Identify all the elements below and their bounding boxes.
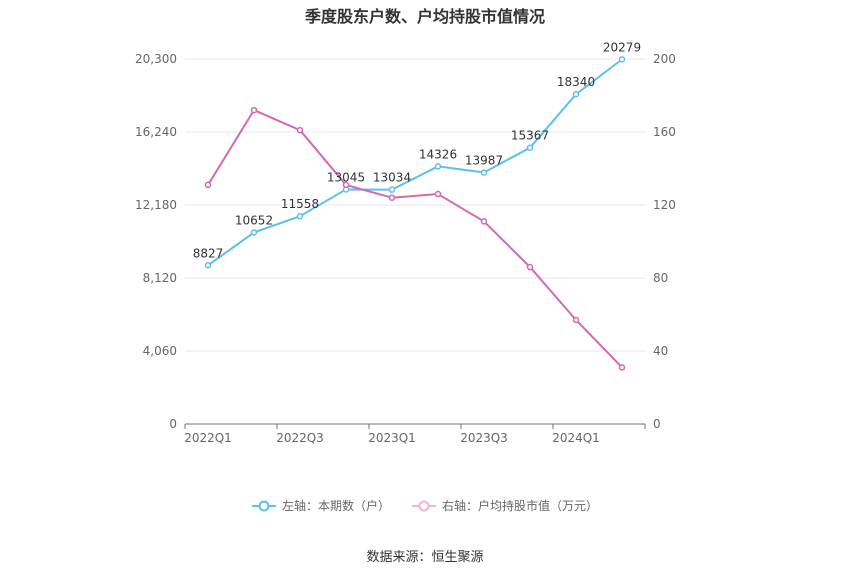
data-point-right[interactable] <box>342 181 350 189</box>
y-left-tick-label: 20,300 <box>135 52 177 66</box>
data-point-right[interactable] <box>526 263 534 271</box>
y-right-tick-label: 80 <box>653 271 668 285</box>
data-point-right[interactable] <box>572 316 580 324</box>
legend-label-left-series: 左轴：本期数（户） <box>281 499 390 513</box>
data-point-right[interactable] <box>434 190 442 198</box>
y-right-tick-label: 0 <box>653 417 661 431</box>
axes: 0 0 4,060 40 8,120 80 12,180 120 16,240 160 20,300… <box>135 52 676 445</box>
data-label: 11558 <box>281 197 319 211</box>
legend: 左轴：本期数（户） 右轴：户均持股市值（万元） <box>0 497 850 514</box>
x-tick-label: 2022Q3 <box>276 431 324 445</box>
data-labels: 8827 10652 11558 13045 13034 14326 13987 15367 1… <box>193 40 641 260</box>
y-right-tick-label: 40 <box>653 344 668 358</box>
y-left-tick-label: 8,120 <box>143 271 177 285</box>
legend-label-right-series: 右轴：户均持股市值（万元） <box>442 499 599 513</box>
data-point-right[interactable] <box>204 181 212 189</box>
data-label: 15367 <box>511 129 549 143</box>
data-point-right[interactable] <box>388 194 396 201</box>
y-left-tick-label: 0 <box>169 417 177 431</box>
data-point-left[interactable] <box>204 262 212 269</box>
data-label: 13987 <box>465 154 503 168</box>
data-point-left[interactable] <box>618 56 626 63</box>
series-line-left <box>207 58 623 267</box>
y-right-tick-label: 120 <box>653 198 676 212</box>
series-line-right <box>207 109 623 369</box>
x-tick-label: 2022Q1 <box>184 431 232 445</box>
y-left-tick-label: 16,240 <box>135 125 177 139</box>
legend-swatch-icon <box>412 500 436 511</box>
data-point-right[interactable] <box>296 126 304 134</box>
grid-lines <box>185 58 645 352</box>
chart-title: 季度股东户数、户均持股市值情况 <box>304 7 545 26</box>
data-label: 10652 <box>235 213 273 227</box>
source-note: 数据来源：恒生聚源 <box>366 550 484 565</box>
data-point-left[interactable] <box>388 186 396 193</box>
data-point-left[interactable] <box>296 212 304 220</box>
legend-item-left-series[interactable]: 左轴：本期数（户） <box>251 497 390 514</box>
y-right-tick-label: 200 <box>653 52 676 66</box>
legend-swatch-icon <box>251 500 276 511</box>
data-point-right[interactable] <box>480 218 488 225</box>
data-point-right[interactable] <box>250 106 258 114</box>
data-label: 20279 <box>603 40 641 54</box>
legend-item-right-series[interactable]: 右轴：户均持股市值（万元） <box>412 497 598 514</box>
data-point-left[interactable] <box>572 90 580 98</box>
data-label: 13045 <box>327 170 365 184</box>
y-left-tick-label: 4,060 <box>143 344 177 358</box>
data-label: 14326 <box>419 147 457 161</box>
x-tick-label: 2023Q1 <box>368 431 416 445</box>
data-label: 8827 <box>193 246 224 260</box>
x-tick-label: 2024Q1 <box>552 431 600 445</box>
data-point-left[interactable] <box>480 169 488 176</box>
data-point-left[interactable] <box>526 144 534 151</box>
x-tick-label: 2023Q3 <box>460 431 508 445</box>
y-left-tick-label: 12,180 <box>135 198 177 212</box>
y-right-tick-label: 160 <box>653 125 676 139</box>
data-label: 18340 <box>557 75 595 89</box>
data-label: 13034 <box>373 171 411 185</box>
data-point-right[interactable] <box>618 364 626 371</box>
data-point-left[interactable] <box>434 163 442 170</box>
series-lines <box>204 56 626 371</box>
data-point-left[interactable] <box>250 229 258 236</box>
